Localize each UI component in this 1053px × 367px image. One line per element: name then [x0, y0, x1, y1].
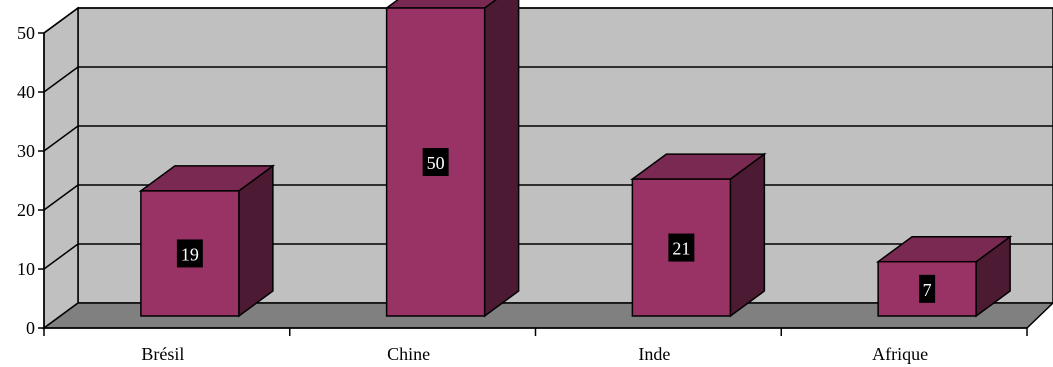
data-label-bg — [919, 274, 936, 303]
category-label: Afrique — [872, 344, 928, 364]
category-label: Inde — [638, 344, 670, 364]
bar-side — [483, 0, 520, 318]
bar-side — [238, 164, 274, 318]
chart-side-wall — [43, 6, 79, 330]
y-tick-label: 50 — [17, 23, 35, 43]
gridline-side — [43, 184, 79, 211]
y-tick-label: 40 — [17, 82, 35, 102]
bars: 19 50 21 7 — [138, 0, 1013, 318]
data-label: 50 — [427, 153, 445, 173]
bar-3: 7 — [875, 235, 1013, 318]
data-label: 19 — [181, 244, 199, 264]
x-axis: Brésil Chine Inde Afrique — [43, 327, 1028, 364]
gridline-side — [43, 66, 79, 93]
bar-front — [631, 178, 732, 317]
gridline-side — [43, 125, 79, 152]
data-label: 21 — [672, 239, 690, 259]
y-tick-label: 10 — [17, 259, 35, 279]
bar-0: 19 — [138, 164, 276, 318]
bar-2: 21 — [630, 152, 767, 318]
data-label-bg — [422, 148, 449, 176]
category-label: Brésil — [141, 344, 184, 364]
data-label: 7 — [923, 280, 932, 300]
data-label-bg — [176, 239, 203, 268]
bar-side — [729, 152, 766, 318]
y-tick-label: 20 — [17, 200, 35, 220]
data-label-bg — [668, 233, 695, 262]
bar-1: 50 — [384, 0, 520, 318]
gridline-side — [43, 243, 79, 270]
gridline-side — [43, 7, 79, 34]
gridlines — [43, 7, 1053, 270]
y-axis: 0 10 20 30 40 50 — [17, 23, 45, 338]
category-label: Chine — [387, 344, 430, 364]
y-tick-label: 0 — [26, 318, 35, 338]
y-tick-label: 30 — [17, 141, 35, 161]
